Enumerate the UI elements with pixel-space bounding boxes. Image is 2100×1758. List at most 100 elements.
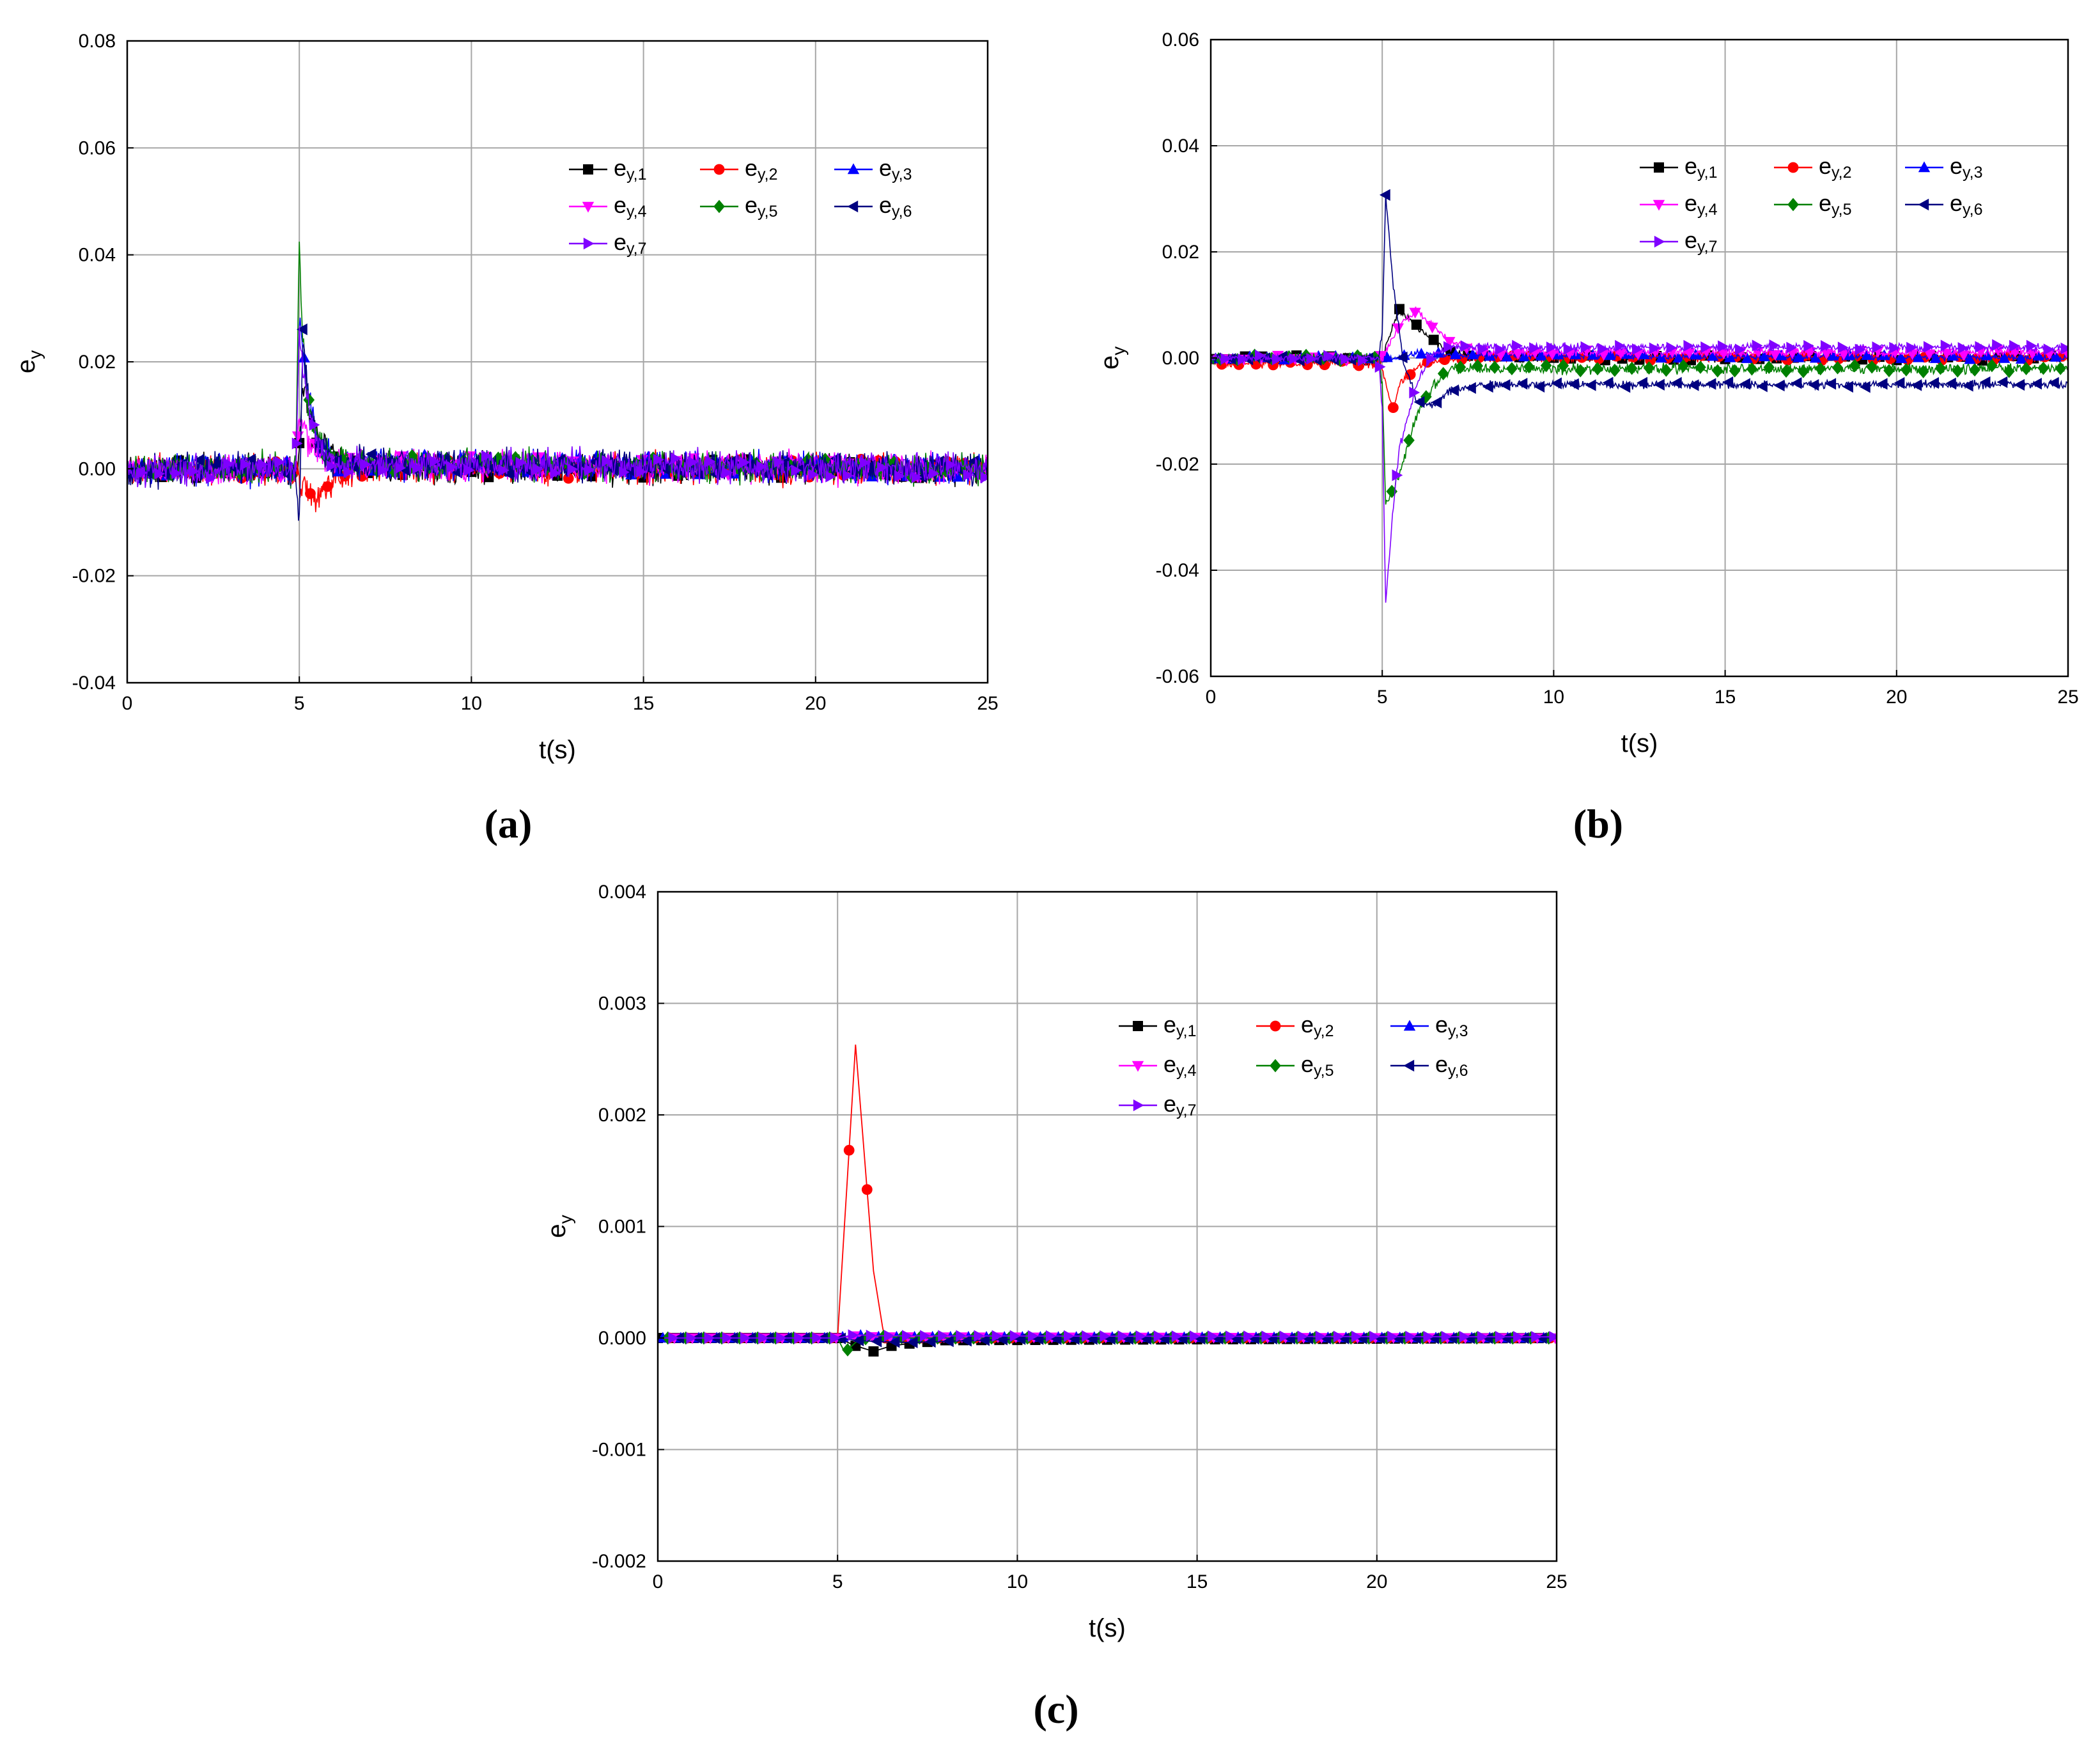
legend-marker xyxy=(1133,1099,1144,1112)
data-point-e-y7 xyxy=(2043,343,2055,355)
data-point-e-y1 xyxy=(1411,319,1422,330)
y-tick-label: 0.04 xyxy=(1162,136,1199,157)
data-point-e-y7 xyxy=(550,467,561,479)
data-point-e-y7 xyxy=(309,419,320,431)
chart-panel-b: 0 5 10 15 20 25 -0.06 -0.04 -0.02 0.00 0.02 0.04 0.0… xyxy=(1096,29,2079,846)
data-point-e-y6 xyxy=(979,1334,990,1346)
data-point-e-y6 xyxy=(1670,377,1682,389)
data-point-e-y6 xyxy=(1996,376,2008,388)
data-point-e-y7 xyxy=(812,1332,823,1344)
data-point-e-y3 xyxy=(1518,350,1530,362)
data-point-e-y7 xyxy=(1261,1330,1273,1342)
data-point-e-y3 xyxy=(1861,349,1873,360)
data-point-e-y6 xyxy=(1431,396,1442,408)
data-point-e-y6 xyxy=(1534,380,1545,393)
data-point-e-y7 xyxy=(567,463,579,476)
data-point-e-y5 xyxy=(1883,364,1895,378)
data-point-e-y7 xyxy=(808,469,820,481)
data-point-e-y3 xyxy=(1638,348,1651,360)
legend-item-e-y5: ey,5 xyxy=(1256,1051,1334,1080)
data-point-e-y7 xyxy=(704,455,716,468)
legend-marker xyxy=(1133,1021,1143,1031)
data-point-e-y6 xyxy=(1894,377,1905,389)
y-tick-label: 0.06 xyxy=(1162,29,1199,51)
data-point-e-y7 xyxy=(963,469,974,481)
data-point-e-y7 xyxy=(956,1330,967,1342)
data-point-e-y6 xyxy=(1230,1332,1241,1345)
data-point-e-y6 xyxy=(1654,378,1665,391)
data-point-e-y6 xyxy=(1518,1332,1529,1344)
data-point-e-y5 xyxy=(1420,390,1432,404)
x-tick-label: 20 xyxy=(1366,1571,1387,1592)
data-point-e-y7 xyxy=(1272,354,1283,366)
legend: ey,1 ey,2 ey,3 ey,4 ey,5 ey,6 ey,7 xyxy=(1119,1011,1468,1119)
data-point-e-y5 xyxy=(2055,361,2066,375)
data-point-e-y3 xyxy=(1381,351,1393,362)
data-point-e-y7 xyxy=(240,458,251,471)
data-point-e-y7 xyxy=(843,469,853,482)
legend-marker xyxy=(713,199,725,214)
y-tick-label: 0.000 xyxy=(598,1328,646,1349)
data-point-e-y6 xyxy=(400,464,411,477)
data-point-e-y7 xyxy=(1563,343,1575,355)
data-point-e-y5 xyxy=(2020,362,2032,376)
y-tick-label: 0.00 xyxy=(1162,348,1199,369)
data-point-e-y5 xyxy=(1626,361,1638,375)
legend-marker xyxy=(583,164,593,175)
legend-item-e-y3: ey,3 xyxy=(1390,1011,1468,1040)
y-tick-label: 0.04 xyxy=(79,245,116,266)
data-point-e-y7 xyxy=(1940,339,1952,352)
data-point-e-y6 xyxy=(365,448,377,460)
data-point-e-y7 xyxy=(326,460,338,472)
data-point-e-y7 xyxy=(137,467,148,479)
data-point-e-y3 xyxy=(1707,350,1719,361)
data-point-e-y7 xyxy=(1549,1331,1557,1343)
y-axis-title: ey xyxy=(12,350,45,373)
legend-label: ey,1 xyxy=(1684,153,1718,182)
data-point-e-y6 xyxy=(1482,380,1493,393)
data-point-e-y7 xyxy=(920,1330,931,1342)
data-point-e-y7 xyxy=(1387,1330,1399,1343)
data-point-e-y7 xyxy=(1855,343,1866,356)
data-point-e-y4 xyxy=(395,451,407,463)
data-point-e-y3 xyxy=(1912,351,1925,362)
data-point-e-y7 xyxy=(189,465,199,478)
y-tick-label: -0.002 xyxy=(592,1551,646,1572)
data-point-e-y6 xyxy=(1482,1332,1493,1344)
y-tick-label: 0.08 xyxy=(79,31,116,52)
data-point-e-y6 xyxy=(279,467,290,479)
data-point-e-y5 xyxy=(1711,364,1723,378)
legend-label: ey,4 xyxy=(1684,190,1718,219)
data-point-e-y7 xyxy=(1027,1330,1039,1342)
data-point-e-y2 xyxy=(861,1184,873,1195)
x-tick-label: 25 xyxy=(977,693,998,714)
legend-marker xyxy=(582,201,595,213)
data-point-e-y7 xyxy=(1803,339,1815,352)
data-point-e-y5 xyxy=(1437,367,1449,380)
data-point-e-y7 xyxy=(1531,1331,1542,1343)
legend-label: ey,1 xyxy=(1163,1011,1197,1040)
data-point-e-y7 xyxy=(257,458,268,471)
panel-label-c: (c) xyxy=(1033,1686,1078,1732)
data-point-e-y4 xyxy=(1392,323,1404,334)
data-point-e-y7 xyxy=(481,450,492,462)
x-tick-label: 25 xyxy=(2057,687,2078,708)
data-point-e-y4 xyxy=(1512,348,1524,360)
data-point-e-y7 xyxy=(1992,339,2003,351)
data-point-e-y5 xyxy=(1832,361,1844,375)
data-point-e-y7 xyxy=(1837,341,1849,354)
data-point-e-y6 xyxy=(853,1334,864,1347)
data-point-e-y7 xyxy=(515,456,527,469)
data-point-e-y2 xyxy=(305,488,316,499)
data-point-e-y7 xyxy=(1513,1330,1524,1343)
data-point-e-y4 xyxy=(1906,349,1918,361)
data-point-e-y7 xyxy=(412,462,423,474)
data-point-e-y7 xyxy=(938,1330,949,1342)
data-point-e-y5 xyxy=(1506,362,1518,376)
series-group xyxy=(1211,189,2068,603)
data-point-e-y7 xyxy=(1769,339,1780,352)
y-axis-title: ey xyxy=(1096,346,1128,369)
data-point-e-y4 xyxy=(1374,351,1387,362)
data-point-e-y7 xyxy=(1357,354,1369,367)
data-point-e-y6 xyxy=(1320,1332,1332,1344)
